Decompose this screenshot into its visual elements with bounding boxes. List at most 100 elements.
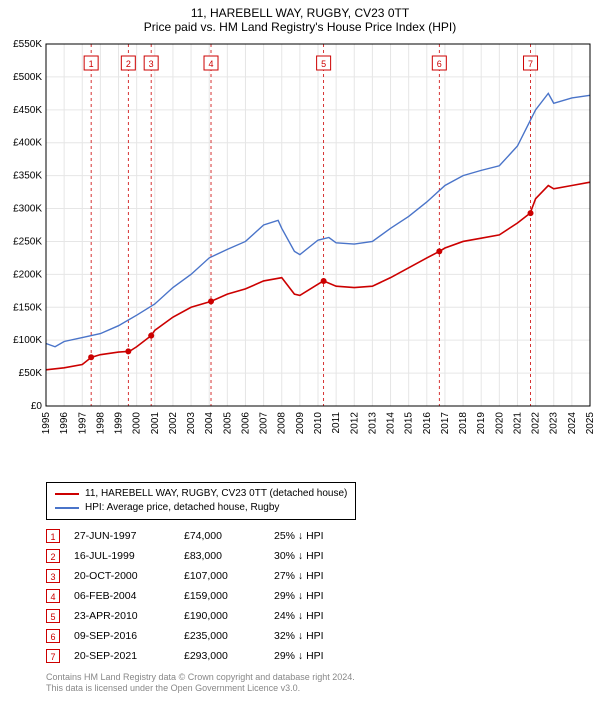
svg-text:2020: 2020 — [494, 412, 505, 435]
svg-text:2010: 2010 — [313, 412, 324, 435]
svg-text:2012: 2012 — [349, 412, 360, 435]
sale-date: 20-OCT-2000 — [74, 566, 184, 586]
sale-price: £190,000 — [184, 606, 274, 626]
attribution-footer: Contains HM Land Registry data © Crown c… — [46, 672, 600, 695]
svg-text:1996: 1996 — [59, 412, 70, 435]
sale-date: 23-APR-2010 — [74, 606, 184, 626]
sale-number-badge: 2 — [46, 549, 60, 563]
sale-number-badge: 6 — [46, 629, 60, 643]
svg-text:1998: 1998 — [95, 412, 106, 435]
legend-label: 11, HAREBELL WAY, RUGBY, CV23 0TT (detac… — [85, 487, 347, 501]
svg-text:2011: 2011 — [331, 412, 342, 434]
svg-text:2022: 2022 — [531, 412, 542, 435]
svg-text:6: 6 — [437, 59, 442, 69]
svg-text:£300K: £300K — [13, 204, 42, 215]
svg-text:£100K: £100K — [13, 335, 42, 346]
svg-text:£550K: £550K — [13, 39, 42, 50]
svg-text:£450K: £450K — [13, 105, 42, 116]
legend-label: HPI: Average price, detached house, Rugb… — [85, 501, 279, 515]
legend-item: HPI: Average price, detached house, Rugb… — [55, 501, 347, 515]
sale-hpi-delta: 30% ↓ HPI — [274, 546, 338, 566]
sale-hpi-delta: 24% ↓ HPI — [274, 606, 338, 626]
legend-swatch — [55, 507, 79, 509]
sale-date: 27-JUN-1997 — [74, 526, 184, 546]
sales-table: 1 27-JUN-1997£74,00025% ↓ HPI 2 16-JUL-1999… — [46, 526, 338, 666]
svg-text:3: 3 — [149, 59, 154, 69]
svg-text:£500K: £500K — [13, 72, 42, 83]
svg-text:2023: 2023 — [549, 412, 560, 435]
svg-text:£400K: £400K — [13, 138, 42, 149]
svg-text:2025: 2025 — [585, 412, 596, 435]
svg-text:£250K: £250K — [13, 236, 42, 247]
sale-price: £159,000 — [184, 586, 274, 606]
sale-price: £293,000 — [184, 646, 274, 666]
svg-text:2004: 2004 — [204, 412, 215, 435]
svg-text:2008: 2008 — [277, 412, 288, 435]
svg-text:4: 4 — [209, 59, 214, 69]
svg-text:2016: 2016 — [422, 412, 433, 435]
chart-svg: £0 £50K £100K £150K £200K £250K £300K £350K £400… — [0, 36, 600, 476]
svg-text:2: 2 — [126, 59, 131, 69]
sale-date: 06-FEB-2004 — [74, 586, 184, 606]
sale-price: £235,000 — [184, 626, 274, 646]
table-row: 6 09-SEP-2016£235,00032% ↓ HPI — [46, 626, 338, 646]
svg-text:7: 7 — [528, 59, 533, 69]
svg-text:£50K: £50K — [19, 368, 43, 379]
sale-price: £107,000 — [184, 566, 274, 586]
footer-line-2: This data is licensed under the Open Gov… — [46, 683, 600, 694]
svg-text:£350K: £350K — [13, 171, 42, 182]
table-row: 7 20-SEP-2021£293,00029% ↓ HPI — [46, 646, 338, 666]
svg-text:2002: 2002 — [168, 412, 179, 435]
sale-number-badge: 3 — [46, 569, 60, 583]
svg-text:2009: 2009 — [295, 412, 306, 435]
table-row: 5 23-APR-2010£190,00024% ↓ HPI — [46, 606, 338, 626]
svg-text:1: 1 — [89, 59, 94, 69]
svg-text:2001: 2001 — [150, 412, 161, 435]
svg-text:1997: 1997 — [77, 412, 88, 435]
table-row: 2 16-JUL-1999£83,00030% ↓ HPI — [46, 546, 338, 566]
sale-number-badge: 1 — [46, 529, 60, 543]
sale-hpi-delta: 29% ↓ HPI — [274, 586, 338, 606]
svg-text:2019: 2019 — [476, 412, 487, 435]
sale-number-badge: 7 — [46, 649, 60, 663]
sale-hpi-delta: 27% ↓ HPI — [274, 566, 338, 586]
sale-date: 09-SEP-2016 — [74, 626, 184, 646]
legend: 11, HAREBELL WAY, RUGBY, CV23 0TT (detac… — [46, 482, 356, 520]
table-row: 1 27-JUN-1997£74,00025% ↓ HPI — [46, 526, 338, 546]
chart-subtitle: Price paid vs. HM Land Registry's House … — [0, 20, 600, 36]
chart-container: 11, HAREBELL WAY, RUGBY, CV23 0TT Price … — [0, 0, 600, 710]
footer-line-1: Contains HM Land Registry data © Crown c… — [46, 672, 600, 683]
svg-text:2000: 2000 — [132, 412, 143, 435]
svg-text:2014: 2014 — [386, 412, 397, 435]
svg-text:2005: 2005 — [222, 412, 233, 435]
svg-text:£0: £0 — [31, 401, 43, 412]
svg-text:5: 5 — [321, 59, 326, 69]
legend-swatch — [55, 493, 79, 495]
svg-text:2017: 2017 — [440, 412, 451, 435]
svg-text:2021: 2021 — [512, 412, 523, 435]
chart-title: 11, HAREBELL WAY, RUGBY, CV23 0TT — [0, 0, 600, 20]
svg-text:2006: 2006 — [240, 412, 251, 435]
svg-text:2015: 2015 — [404, 412, 415, 435]
svg-text:1995: 1995 — [41, 412, 52, 435]
svg-text:2003: 2003 — [186, 412, 197, 435]
sale-number-badge: 4 — [46, 589, 60, 603]
sale-price: £83,000 — [184, 546, 274, 566]
legend-item: 11, HAREBELL WAY, RUGBY, CV23 0TT (detac… — [55, 487, 347, 501]
svg-text:£150K: £150K — [13, 302, 42, 313]
svg-text:£200K: £200K — [13, 269, 42, 280]
svg-text:1999: 1999 — [114, 412, 125, 435]
svg-text:2018: 2018 — [458, 412, 469, 435]
svg-text:2013: 2013 — [367, 412, 378, 435]
sale-date: 20-SEP-2021 — [74, 646, 184, 666]
sale-price: £74,000 — [184, 526, 274, 546]
sale-number-badge: 5 — [46, 609, 60, 623]
sale-date: 16-JUL-1999 — [74, 546, 184, 566]
sale-hpi-delta: 32% ↓ HPI — [274, 626, 338, 646]
table-row: 3 20-OCT-2000£107,00027% ↓ HPI — [46, 566, 338, 586]
svg-text:2024: 2024 — [567, 412, 578, 435]
sale-hpi-delta: 25% ↓ HPI — [274, 526, 338, 546]
svg-text:2007: 2007 — [259, 412, 270, 435]
table-row: 4 06-FEB-2004£159,00029% ↓ HPI — [46, 586, 338, 606]
sale-hpi-delta: 29% ↓ HPI — [274, 646, 338, 666]
